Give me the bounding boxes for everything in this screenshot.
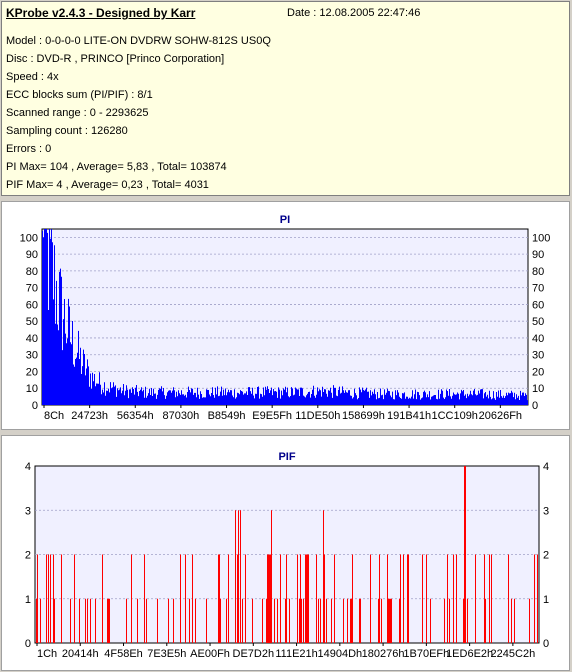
info-speed: Speed : 4x <box>6 71 59 83</box>
y-tick-label-left: 90 <box>26 249 38 261</box>
y-tick-label-right: 20 <box>532 366 544 378</box>
y-tick-label-right: 60 <box>532 299 544 311</box>
y-tick-label-right: 50 <box>532 316 544 328</box>
y-tick-label-right: 0 <box>543 638 549 650</box>
info-ecc-sum: ECC blocks sum (PI/PIF) : 8/1 <box>6 89 153 101</box>
y-tick-label-left: 100 <box>20 232 38 244</box>
x-tick-label: 7E3E5h <box>147 648 186 660</box>
x-tick-label: AE00Fh <box>190 648 230 660</box>
y-tick-label-left: 4 <box>25 461 31 473</box>
y-tick-label-left: 60 <box>26 299 38 311</box>
scan-date: Date : 12.08.2005 22:47:46 <box>287 7 421 19</box>
y-tick-label-left: 30 <box>26 350 38 362</box>
x-tick-label: 20414h <box>62 648 99 660</box>
y-tick-label-right: 3 <box>543 505 549 517</box>
y-tick-label-right: 30 <box>532 350 544 362</box>
y-tick-label-left: 0 <box>32 400 38 412</box>
pif-series <box>36 466 538 643</box>
y-tick-label-right: 4 <box>543 461 549 473</box>
info-sampling-count: Sampling count : 126280 <box>6 125 128 137</box>
plot-area <box>41 228 529 406</box>
x-tick-label: 4F58Eh <box>104 648 143 660</box>
y-tick-label-right: 10 <box>532 383 544 395</box>
y-tick-label-right: 0 <box>532 400 538 412</box>
y-tick-label-left: 40 <box>26 333 38 345</box>
info-panel: KProbe v2.4.3 - Designed by Karr Date : … <box>1 1 570 196</box>
y-tick-label-left: 20 <box>26 366 38 378</box>
info-pif-stats: PIF Max= 4 , Average= 0,23 , Total= 4031 <box>6 179 209 191</box>
info-scanned-range: Scanned range : 0 - 2293625 <box>6 107 149 119</box>
pi-series <box>42 229 528 405</box>
chart-title: PIF <box>278 451 295 463</box>
x-tick-label: 191B41h <box>387 410 431 422</box>
chart-title: PI <box>280 214 290 226</box>
x-tick-label: 20626Fh <box>479 410 522 422</box>
info-model: Model : 0-0-0-0 LITE-ON DVDRW SOHW-812S … <box>6 35 271 47</box>
x-tick-label: 2245C2h <box>491 648 536 660</box>
x-tick-label: 1B70EFh <box>403 648 449 660</box>
info-errors: Errors : 0 <box>6 143 52 155</box>
x-tick-label: 1ED6E2h <box>446 648 493 660</box>
x-tick-label: 1Ch <box>37 648 57 660</box>
x-tick-label: 11DE50h <box>295 410 340 422</box>
x-tick-label: 56354h <box>117 410 154 422</box>
y-tick-label-right: 100 <box>532 232 550 244</box>
pif-chart: PIF 0 0 1 1 2 2 3 3 4 4 1Ch 20414h 4F58Eh 7E3E5h AE00Fh… <box>25 451 549 660</box>
y-tick-label-left: 50 <box>26 316 38 328</box>
x-tick-label: 8Ch <box>44 410 64 422</box>
y-tick-label-right: 80 <box>532 266 544 278</box>
x-tick-label: E9E5Fh <box>252 410 292 422</box>
x-tick-label: 14904Dh <box>318 648 363 660</box>
x-tick-label: 111E21h <box>275 648 317 660</box>
y-tick-label-left: 80 <box>26 266 38 278</box>
y-tick-label-left: 1 <box>25 594 31 606</box>
y-tick-label-right: 2 <box>543 550 549 562</box>
y-tick-label-left: 3 <box>25 505 31 517</box>
pi-chart-panel: PI 0 0 10 10 20 20 30 30 40 40 50 50 60 60 70 70 80 80 90 90… <box>1 201 570 430</box>
pi-chart: PI 0 0 10 10 20 20 30 30 40 40 50 50 60 60 70 70 80 80 90 90… <box>20 214 551 422</box>
x-tick-label: B8549h <box>208 410 246 422</box>
pif-chart-panel: PIF 0 0 1 1 2 2 3 3 4 4 1Ch 20414h 4F58Eh 7E3E5h AE00Fh… <box>1 435 570 671</box>
y-tick-label-right: 90 <box>532 249 544 261</box>
x-tick-label: 158699h <box>342 410 385 422</box>
app-title: KProbe v2.4.3 - Designed by Karr <box>6 6 196 20</box>
x-tick-label: DE7D2h <box>233 648 275 660</box>
x-tick-label: 180276h <box>362 648 405 660</box>
y-tick-label-right: 40 <box>532 333 544 345</box>
x-tick-label: 24723h <box>71 410 108 422</box>
x-tick-label: 87030h <box>163 410 200 422</box>
x-tick-label: 1CC109h <box>431 410 477 422</box>
y-tick-label-left: 0 <box>25 638 31 650</box>
info-disc: Disc : DVD-R , PRINCO [Princo Corporatio… <box>6 53 225 65</box>
y-tick-label-right: 1 <box>543 594 549 606</box>
y-tick-label-left: 70 <box>26 283 38 295</box>
y-tick-label-left: 2 <box>25 550 31 562</box>
info-pi-stats: PI Max= 104 , Average= 5,83 , Total= 103… <box>6 161 227 173</box>
y-tick-label-right: 70 <box>532 283 544 295</box>
y-tick-label-left: 10 <box>26 383 38 395</box>
